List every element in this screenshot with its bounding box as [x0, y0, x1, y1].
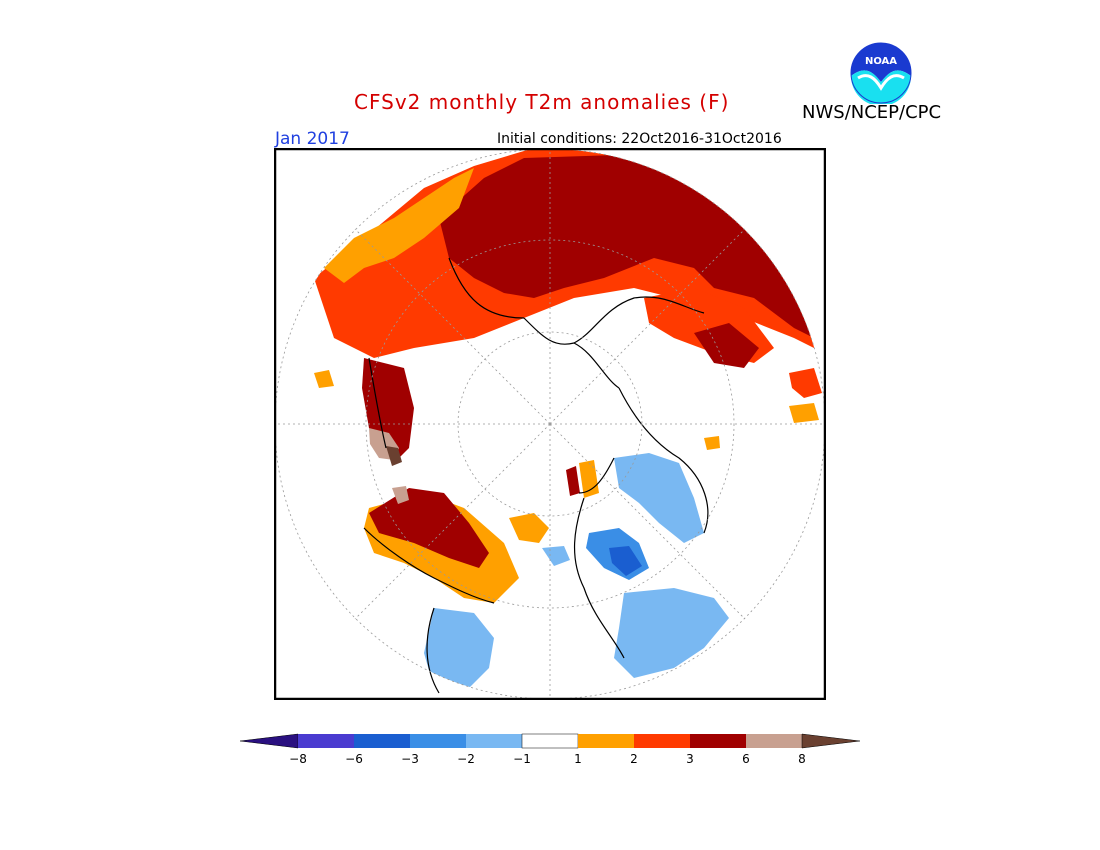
colorbar-arrow-low — [239, 733, 299, 749]
colorbar-tick: 8 — [798, 752, 806, 766]
colorbar-tick: −6 — [345, 752, 363, 766]
colorbar-tick: −8 — [289, 752, 307, 766]
colorbar-swatch-6 — [578, 734, 634, 748]
anomaly-region-aleutians-red — [789, 368, 822, 398]
colorbar-swatch-1 — [298, 734, 354, 748]
colorbar-swatch-9 — [746, 734, 802, 748]
anomaly-region-islands-orange — [509, 513, 549, 543]
anomaly-region-pacific-orange — [789, 403, 819, 423]
colorbar: −8 −6 −3 −2 −1 1 2 3 6 8 — [239, 733, 861, 766]
colorbar-tick: 6 — [742, 752, 750, 766]
anomaly-region-pacific-orange-2 — [314, 370, 334, 388]
noaa-logo-icon: NOAA — [850, 42, 912, 104]
anomaly-region-scandinavia-lightblue — [614, 453, 704, 543]
colorbar-swatch-2 — [354, 734, 410, 748]
colorbar-tick: 3 — [686, 752, 694, 766]
anomaly-region-scandinavia-orange — [579, 460, 599, 498]
colorbar-tick: −3 — [401, 752, 419, 766]
colorbar-arrow-high — [801, 733, 861, 749]
valid-month-label: Jan 2017 — [275, 129, 350, 149]
colorbar-swatch-5 — [521, 733, 579, 749]
colorbar-tick: 2 — [630, 752, 638, 766]
colorbar-swatch-7 — [634, 734, 690, 748]
anomaly-region-greenland-brown — [386, 446, 402, 466]
initial-conditions-label: Initial conditions: 22Oct2016-31Oct2016 — [497, 131, 782, 147]
coastlines — [363, 257, 709, 694]
colorbar-swatch-4 — [466, 734, 522, 748]
anomaly-region-eastern-europe-darkblue — [609, 546, 642, 576]
anomaly-region-islands-lightblue — [542, 546, 570, 566]
anomaly-region-siberia-lightblue — [424, 608, 494, 693]
colorbar-swatch-8 — [690, 734, 746, 748]
logo-text: NOAA — [865, 56, 897, 67]
map-border — [274, 148, 826, 700]
colorbar-tick: −1 — [513, 752, 531, 766]
organization-label: NWS/NCEP/CPC — [802, 102, 942, 123]
polar-map — [274, 148, 826, 700]
colorbar-tick: −2 — [457, 752, 475, 766]
anomaly-region-canada-tan — [392, 486, 409, 504]
colorbar-swatch-3 — [410, 734, 466, 748]
map-title: CFSv2 monthly T2m anomalies (F) — [354, 90, 730, 114]
anomaly-region-scandinavia-darkred — [566, 466, 580, 496]
anomaly-region-russia-lightblue — [614, 588, 729, 678]
colorbar-tick: 1 — [574, 752, 582, 766]
anomaly-region-pacific-orange-3 — [704, 436, 720, 450]
anomaly-region-canada-darkred — [369, 488, 489, 568]
anomaly-region-west-orange — [324, 168, 474, 283]
